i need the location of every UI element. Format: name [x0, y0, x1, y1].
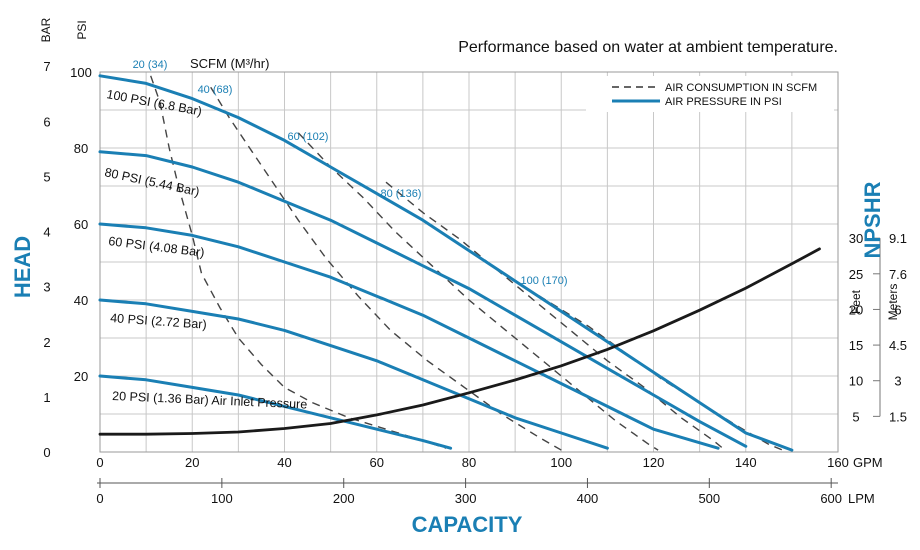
pressure-curve-label: 20 PSI (1.36 Bar) Air Inlet Pressure	[112, 389, 308, 412]
y-axis-title-head: HEAD	[10, 236, 35, 298]
x-tick-label-gpm: 100	[550, 455, 572, 470]
x-tick-label-lpm: 200	[333, 491, 355, 506]
series	[98, 74, 821, 452]
x-tick-label-gpm: 80	[462, 455, 476, 470]
pressure-curve-line	[98, 374, 453, 450]
npshr-tick-label-meters: 4.5	[889, 338, 907, 353]
air-consumption-label: 20 (34)	[133, 59, 168, 71]
x-tick-label-gpm: 140	[735, 455, 757, 470]
x-tick-label-lpm: 500	[698, 491, 720, 506]
pressure-curve-line	[98, 298, 609, 450]
npshr-tick-label-feet: 5	[852, 409, 859, 424]
x-tick-label-gpm: 60	[370, 455, 384, 470]
scfm-label: SCFM (M³/hr)	[190, 56, 269, 71]
x-unit-lpm: LPM	[848, 491, 875, 506]
npshr-tick-label-feet: 10	[849, 374, 863, 389]
npshr-unit-meters: Meters	[886, 284, 900, 321]
npshr-curve-line	[98, 247, 821, 436]
y-tick-label-psi: 100	[70, 65, 92, 80]
x-tick-label-gpm: 40	[277, 455, 291, 470]
y-tick-label-bar: 1	[43, 390, 50, 405]
npshr-tick-label-meters: 9.1	[889, 231, 907, 246]
x-tick-label-lpm: 100	[211, 491, 233, 506]
y-tick-label-bar: 6	[43, 114, 50, 129]
x-tick-label-lpm: 400	[577, 491, 599, 506]
x-tick-label-lpm: 600	[820, 491, 842, 506]
y-tick-label-psi: 80	[74, 141, 88, 156]
pressure-curve-line	[98, 74, 794, 452]
plot-frame	[99, 71, 839, 453]
x-axis-title-capacity: CAPACITY	[412, 512, 523, 537]
air-consumption-line	[385, 181, 724, 449]
pressure-curve-line	[98, 150, 748, 448]
y-tick-label-psi: 60	[74, 217, 88, 232]
plot-border	[97, 71, 839, 484]
air-consumption-line	[297, 132, 659, 451]
air-consumption-label: 100 (170)	[520, 275, 567, 287]
npshr-tick-label-feet: 30	[849, 231, 863, 246]
y-unit-psi: PSI	[75, 20, 89, 39]
y-tick-label-bar: 5	[43, 169, 50, 184]
y-tick-label-psi: 40	[74, 293, 88, 308]
air-consumption-line	[210, 86, 562, 451]
y-tick-label-bar: 0	[43, 445, 50, 460]
legend-label-air-pressure: AIR PRESSURE IN PSI	[665, 96, 782, 108]
npshr-tick-label-meters: 1.5	[889, 409, 907, 424]
npshr-tick-marks: 5 1.5 10 3 15 4.5 20 6 25 7.6 30 9.1	[849, 231, 907, 424]
y-tick-label-bar: 3	[43, 280, 50, 295]
x-tick-label-lpm: 300	[455, 491, 477, 506]
legend-label-air-consumption: AIR CONSUMPTION IN SCFM	[665, 82, 817, 94]
x-unit-gpm: GPM	[853, 455, 883, 470]
y-tick-label-bar: 2	[43, 335, 50, 350]
chart-title: Performance based on water at ambient te…	[458, 39, 838, 56]
x-tick-label-gpm: 0	[96, 455, 103, 470]
npshr-unit-feet: Feet	[849, 289, 863, 314]
legend: AIR CONSUMPTION IN SCFM AIR PRESSURE IN …	[612, 82, 817, 108]
y-tick-label-bar: 7	[43, 59, 50, 74]
y-unit-bar: BAR	[39, 17, 53, 42]
y2-axis-title-npshr: NPSHR	[860, 181, 885, 258]
x-tick-label-gpm: 160	[827, 455, 849, 470]
npshr-tick-label-meters: 3	[894, 374, 901, 389]
y-tick-label-bar: 4	[43, 225, 50, 240]
npshr-tick-label-meters: 6	[894, 302, 901, 317]
npshr-tick-label-feet: 20	[849, 302, 863, 317]
curve-labels: 100 PSI (6.8 Bar) 80 PSI (5.44 Bar) 60 PSI…	[103, 59, 567, 412]
pressure-curve-label: 80 PSI (5.44 Bar)	[103, 165, 200, 199]
x-tick-label-gpm: 20	[185, 455, 199, 470]
legend-background	[586, 76, 834, 112]
x-tick-label-gpm: 120	[643, 455, 665, 470]
air-consumption-line	[514, 280, 783, 451]
npshr-tick-label-feet: 15	[849, 338, 863, 353]
air-consumption-label: 40 (68)	[198, 84, 233, 96]
npshr-tick-label-meters: 7.6	[889, 267, 907, 282]
pressure-curve-label: 100 PSI (6.8 Bar)	[105, 87, 203, 118]
pressure-curve-line	[98, 222, 720, 450]
pressure-curve-label: 40 PSI (2.72 Bar)	[110, 311, 207, 332]
air-consumption-label: 80 (136)	[381, 188, 422, 200]
pressure-curve-label: 60 PSI (4.08 Bar)	[108, 234, 206, 260]
x-tick-label-lpm: 0	[96, 491, 103, 506]
npshr-tick-label-feet: 25	[849, 267, 863, 282]
y-tick-label-psi: 20	[74, 369, 88, 384]
air-consumption-label: 60 (102)	[288, 131, 329, 143]
